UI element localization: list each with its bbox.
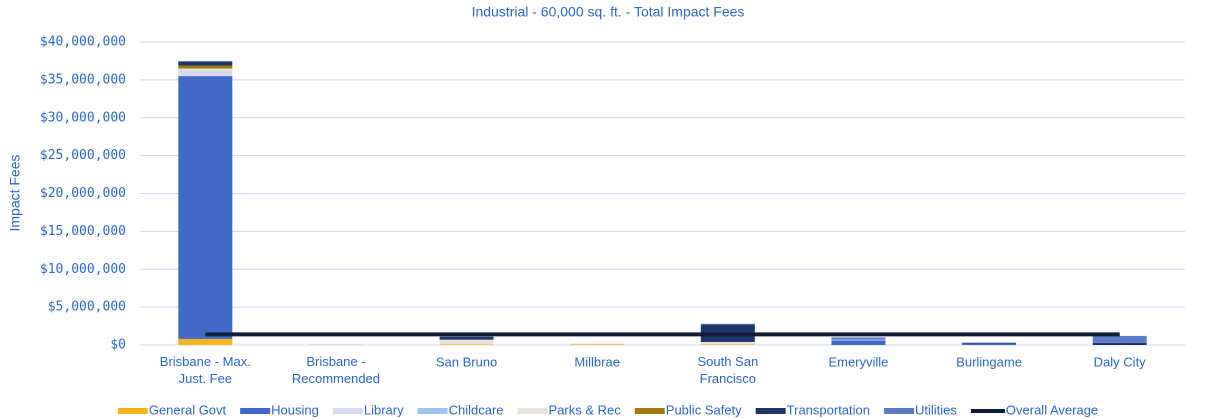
legend-swatch: [755, 408, 786, 414]
legend-label: Overall Average: [1006, 402, 1098, 417]
bar-segment: [700, 344, 755, 345]
legend-swatch: [884, 408, 914, 414]
y-tick-label: $5,000,000: [48, 300, 126, 315]
bar-segment: [831, 340, 886, 345]
legend-label: General Govt: [149, 402, 227, 417]
x-tick-label: Burlingame: [956, 354, 1022, 369]
x-tick-label-line: Francisco: [700, 371, 756, 386]
legend-label: Parks & Rec: [549, 402, 622, 417]
legend-swatch: [240, 408, 271, 414]
x-tick-label: South San Francisco: [697, 354, 758, 386]
legend-label: Transportation: [787, 402, 870, 417]
bar-segment: [831, 339, 886, 341]
x-tick-label: Brisbane - Max. Just. Fee: [160, 354, 251, 386]
bar-segment: [1092, 342, 1147, 345]
chart-title: Industrial - 60,000 sq. ft. - Total Impa…: [472, 4, 745, 20]
y-tick-label: $30,000,000: [40, 110, 126, 125]
x-tick-label-line: Recommended: [292, 371, 380, 386]
legend-swatch: [417, 408, 448, 414]
y-tick-label: $35,000,000: [40, 72, 126, 87]
x-tick-label-line: Just. Fee: [179, 371, 232, 386]
x-tick-label-line: Brisbane - Max.: [160, 354, 251, 369]
bar-segment: [570, 344, 625, 345]
bar-segment: [439, 344, 494, 345]
legend-swatch: [634, 408, 665, 414]
bar-segment: [178, 72, 233, 77]
y-tick-label: $40,000,000: [40, 35, 126, 50]
bar-segment: [178, 338, 233, 345]
x-tick-label: Emeryville: [828, 354, 888, 369]
legend-swatch: [332, 408, 363, 414]
legend-swatch: [517, 408, 548, 414]
bar-segment: [178, 60, 233, 62]
bar-segment: [178, 68, 233, 72]
y-axis-label: Impact Fees: [7, 154, 23, 231]
y-tick-label: $25,000,000: [40, 148, 126, 163]
bar-segment: [831, 337, 886, 340]
legend-label: Public Safety: [666, 402, 742, 417]
legend-swatch: [117, 408, 148, 414]
legend-label: Utilities: [915, 402, 957, 417]
bar-segment: [178, 61, 233, 66]
x-tick-label-line: South San: [697, 354, 758, 369]
y-tick-label: $20,000,000: [40, 186, 126, 201]
bar-segment: [962, 343, 1017, 345]
bar-segment: [178, 76, 233, 339]
legend: General Govt Housing Library Childcare Parks…: [117, 402, 1098, 417]
bar-segment: [570, 343, 625, 345]
bar-segment: [439, 339, 494, 345]
bar-segment: [700, 323, 755, 325]
y-tick-label: $0: [110, 338, 126, 353]
bar-segment: [178, 65, 233, 69]
x-tick-label: San Bruno: [436, 354, 497, 369]
bar-segment: [1092, 335, 1147, 343]
legend-label: Library: [364, 402, 404, 417]
bar-segment: [962, 342, 1017, 344]
bar-segment: [178, 71, 233, 73]
legend-label: Housing: [271, 402, 319, 417]
bar-segment: [439, 336, 494, 340]
legend-label: Childcare: [449, 402, 504, 417]
y-tick-label: $10,000,000: [40, 262, 126, 277]
y-tick-label: $15,000,000: [40, 224, 126, 239]
x-tick-label: Millbrae: [574, 354, 620, 369]
bar-segment: [700, 341, 755, 345]
x-tick-label: Daly City: [1094, 354, 1147, 369]
x-tick-label-line: Brisbane -: [306, 354, 365, 369]
x-tick-label: Brisbane - Recommended: [292, 354, 380, 386]
